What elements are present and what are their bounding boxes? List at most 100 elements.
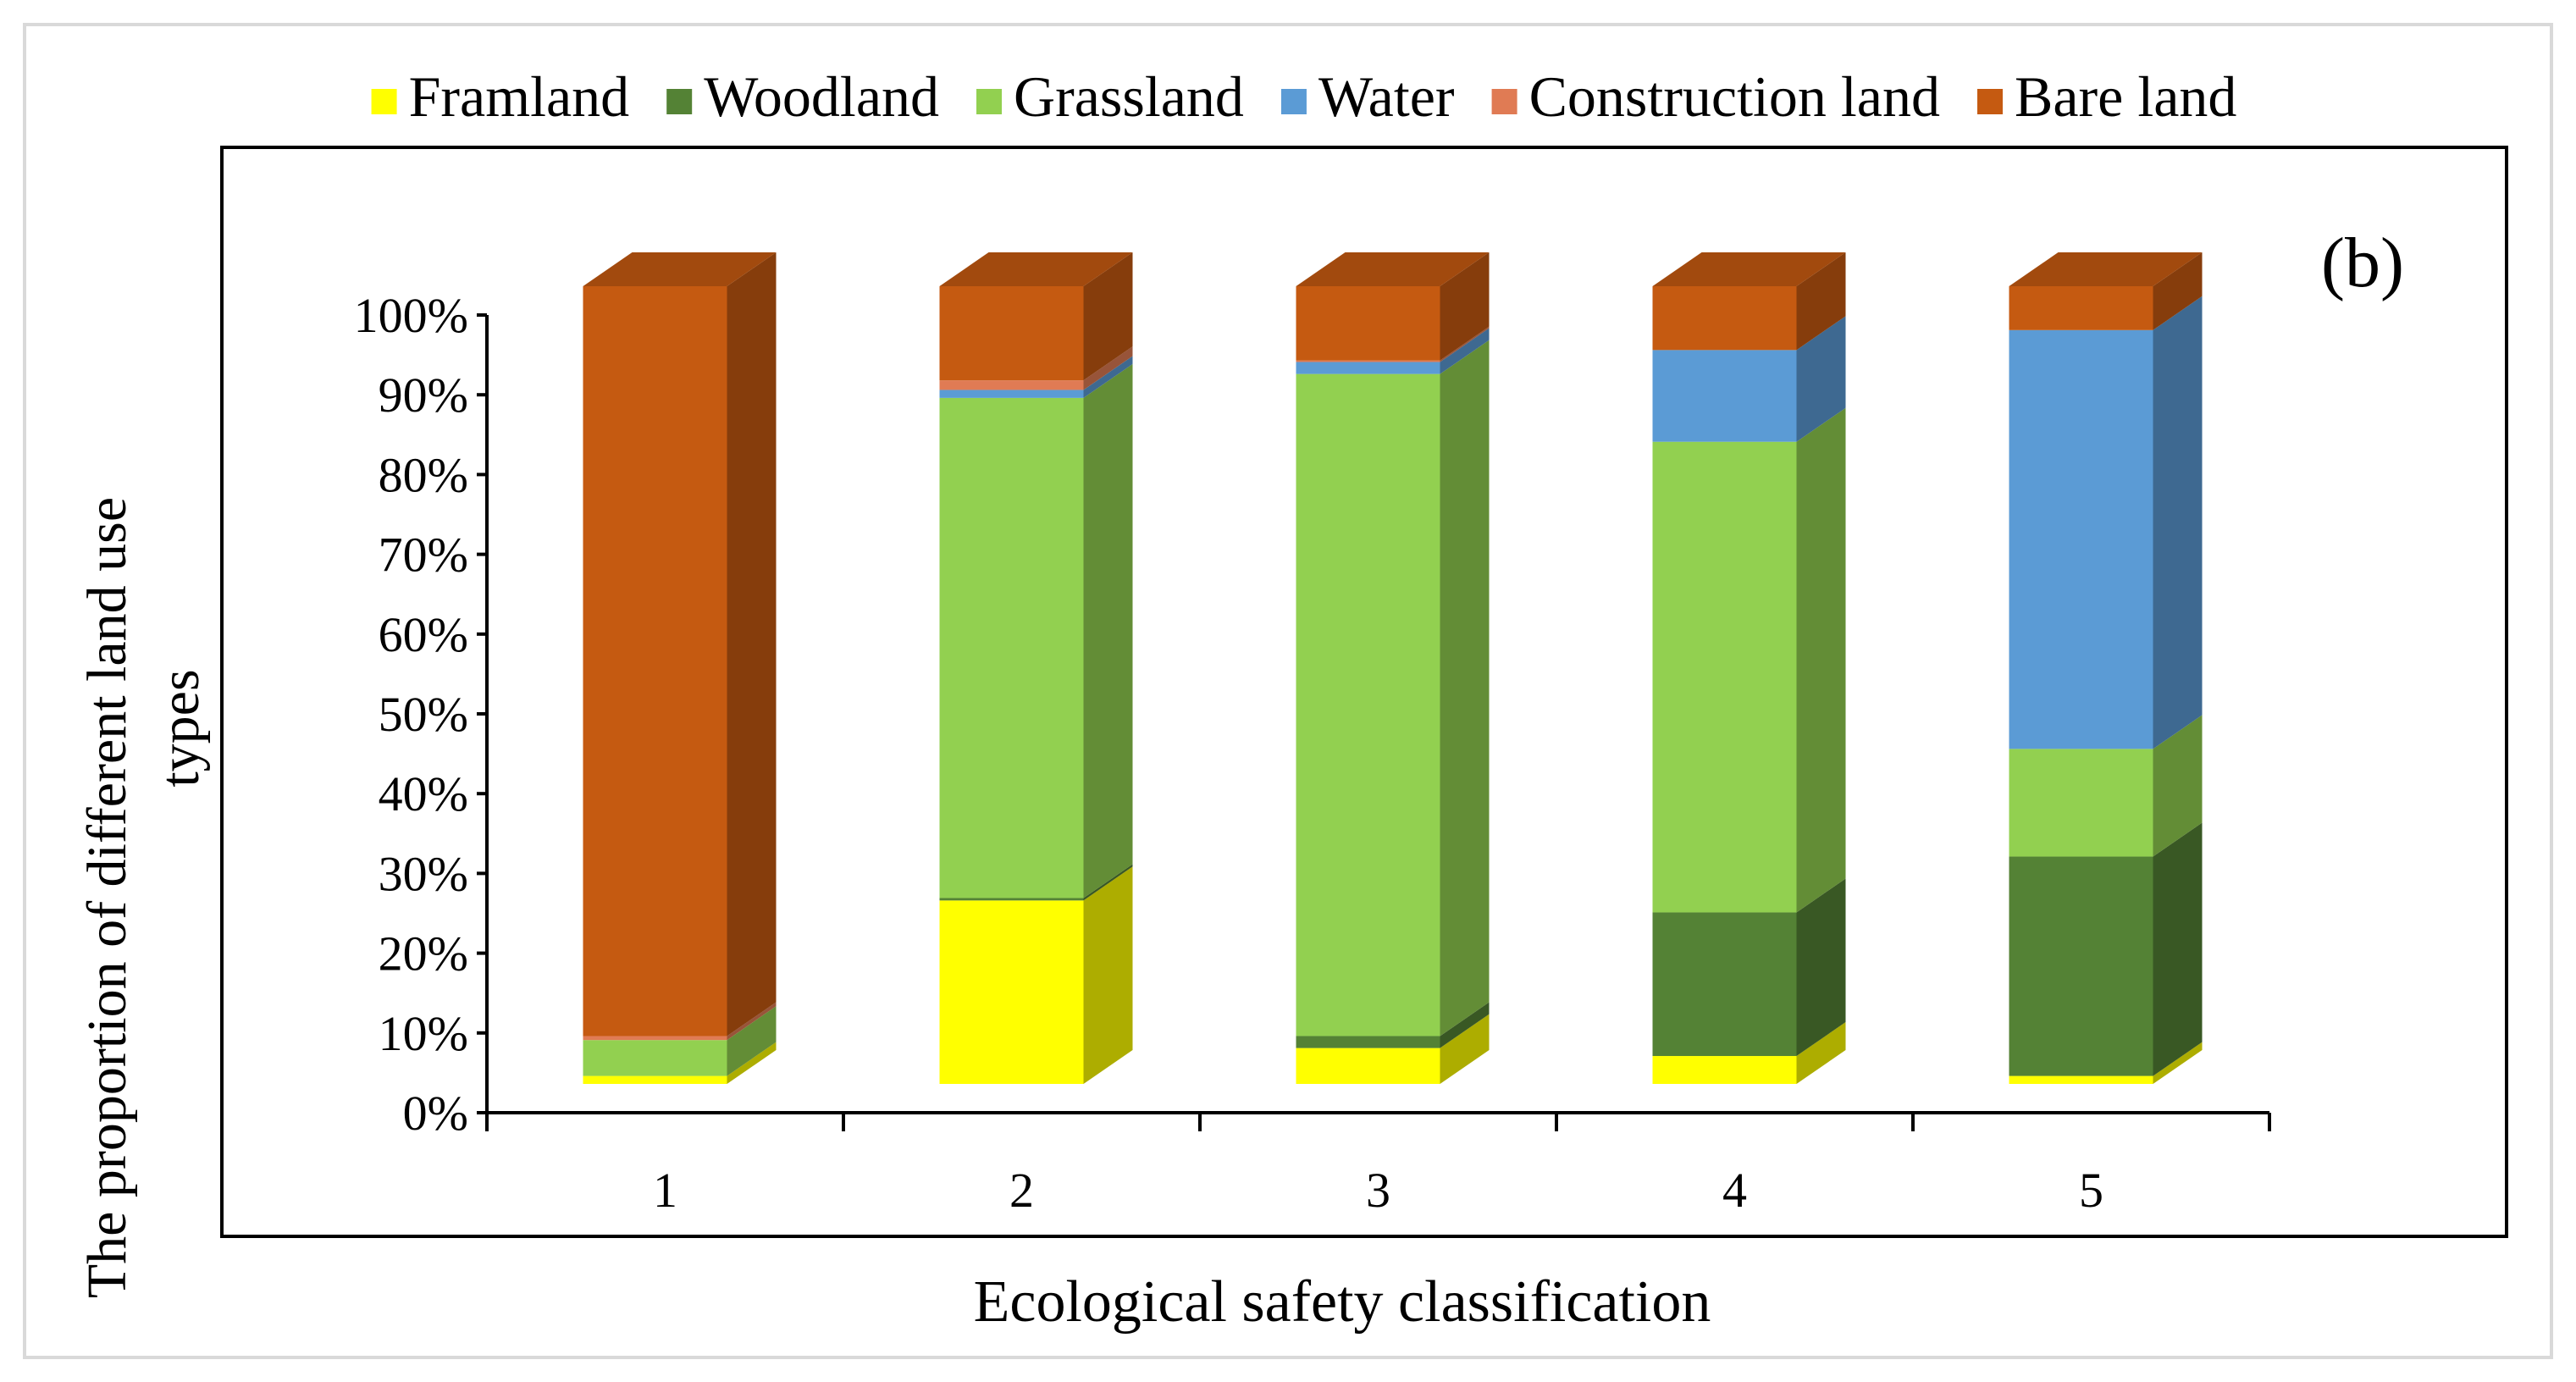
bar-side-bare-land — [1083, 252, 1133, 381]
bar-side-grassland — [2153, 715, 2203, 857]
x-tick-label: 4 — [1722, 1163, 1747, 1218]
bar-segment-framland — [2009, 1075, 2153, 1084]
bar-top — [1296, 252, 1490, 286]
bar-side-woodland — [1796, 878, 1846, 1057]
legend-label: Water — [1318, 64, 1455, 129]
bar-segment-woodland — [2009, 856, 2153, 1076]
y-tick-label: 0% — [403, 1086, 468, 1141]
legend-item-water: Water — [1280, 64, 1455, 129]
bar-segment-bare-land — [583, 286, 727, 1036]
x-tick-label: 5 — [2079, 1163, 2103, 1218]
legend-label: Framland — [409, 64, 630, 129]
bar-side-grassland — [1796, 407, 1846, 913]
legend-label: Woodland — [704, 64, 939, 129]
y-axis-title-line-1: The proportion of different land use — [76, 497, 138, 1298]
legend-swatch — [371, 89, 397, 114]
legend-item-bare-land: Bare land — [1976, 64, 2236, 129]
bar-side-water — [2153, 296, 2203, 749]
y-tick-label: 50% — [379, 687, 468, 742]
y-tick-label: 70% — [379, 528, 468, 583]
bar-segment-construction-land — [939, 380, 1084, 390]
bar-side-water — [1440, 328, 1490, 374]
y-tick-label: 60% — [379, 607, 468, 662]
bar-side-framland — [1440, 1014, 1490, 1084]
bar-segment-grassland — [1296, 373, 1440, 1036]
legend-label: Bare land — [2015, 64, 2236, 129]
legend-swatch — [976, 89, 1003, 114]
bar-side-grassland — [1083, 363, 1133, 898]
bars — [583, 252, 2203, 1084]
bar-segment-framland — [1652, 1056, 1797, 1084]
legend-label: Construction land — [1529, 64, 1940, 129]
y-tick-label: 100% — [354, 288, 468, 343]
x-tick-label: 2 — [1009, 1163, 1034, 1218]
bar-segment-grassland — [2009, 749, 2153, 857]
x-tick-label: 1 — [653, 1163, 677, 1218]
bar-segment-framland — [939, 900, 1084, 1084]
bar-side-framland — [2153, 1042, 2203, 1084]
bar-top — [939, 252, 1133, 286]
bar-side-woodland — [1083, 864, 1133, 901]
bar-side-construction-land — [1083, 346, 1133, 390]
bar-side-bare-land — [1440, 252, 1490, 361]
bar-segment-bare-land — [2009, 286, 2153, 330]
bar-stack-1 — [583, 252, 777, 1084]
bar-segment-construction-land — [1296, 360, 1440, 362]
bar-stack-4 — [1652, 252, 1846, 1084]
bar-top — [583, 252, 777, 286]
bar-side-grassland — [727, 1006, 777, 1076]
bar-side-bare-land — [1796, 252, 1846, 351]
bar-stack-3 — [1296, 252, 1490, 1084]
bar-segment-framland — [583, 1075, 727, 1084]
bar-side-bare-land — [2153, 252, 2203, 330]
y-axis-title: The proportion of different land use — [76, 497, 138, 1298]
legend-item-grassland: Grassland — [976, 64, 1244, 129]
bar-top — [1652, 252, 1846, 286]
y-tick-label: 90% — [379, 368, 468, 423]
y-tick-label: 20% — [379, 926, 468, 981]
bar-side-woodland — [1440, 1002, 1490, 1048]
bar-segment-bare-land — [939, 286, 1084, 381]
y-axis: 0% 10% 20% 30% 40% 50% 60% 70% 80% 90% 100% — [354, 288, 489, 1141]
legend: Framland Woodland Grassland Water Constructi… — [371, 64, 2236, 129]
legend-swatch — [1280, 89, 1307, 114]
bar-side-construction-land — [727, 1002, 777, 1041]
bar-side-framland — [727, 1042, 777, 1084]
x-axis-title: Ecological safety classification — [974, 1269, 1711, 1335]
legend-item-woodland: Woodland — [666, 64, 939, 129]
x-axis: 1 2 3 4 5 — [485, 1111, 2271, 1218]
y-axis-title-line-2: types — [149, 669, 211, 787]
bar-segment-grassland — [939, 397, 1084, 898]
bar-segment-grassland — [583, 1040, 727, 1076]
x-tick-label: 3 — [1366, 1163, 1390, 1218]
bar-segment-water — [1296, 362, 1440, 374]
y-tick-label: 10% — [379, 1006, 468, 1061]
bar-side-grassland — [1440, 340, 1490, 1036]
bar-stack-2 — [939, 252, 1133, 1084]
bar-segment-grassland — [1652, 441, 1797, 913]
y-tick-label: 40% — [379, 766, 468, 821]
bar-segment-woodland — [1296, 1036, 1440, 1048]
bar-side-framland — [1796, 1022, 1846, 1084]
legend-swatch — [1491, 89, 1517, 114]
bar-side-construction-land — [1440, 326, 1490, 362]
y-tick-label: 80% — [379, 447, 468, 502]
bar-segment-woodland — [939, 898, 1084, 901]
panel-label: (b) — [2321, 224, 2404, 302]
bar-segment-water — [939, 390, 1084, 398]
legend-label: Grassland — [1014, 64, 1244, 129]
bar-top — [2009, 252, 2203, 286]
legend-swatch — [1976, 89, 2003, 114]
legend-swatch — [666, 89, 693, 114]
bar-side-bare-land — [727, 252, 777, 1036]
bar-segment-water — [1652, 350, 1797, 442]
legend-item-framland: Framland — [371, 64, 630, 129]
y-axis-title-2: types — [149, 669, 211, 787]
bar-side-woodland — [2153, 822, 2203, 1076]
bar-segment-bare-land — [1652, 286, 1797, 351]
bar-segment-construction-land — [583, 1036, 727, 1041]
bar-side-water — [1083, 356, 1133, 398]
bar-segment-woodland — [1652, 912, 1797, 1057]
bar-stack-5 — [2009, 252, 2203, 1084]
legend-item-construction-land: Construction land — [1491, 64, 1940, 129]
